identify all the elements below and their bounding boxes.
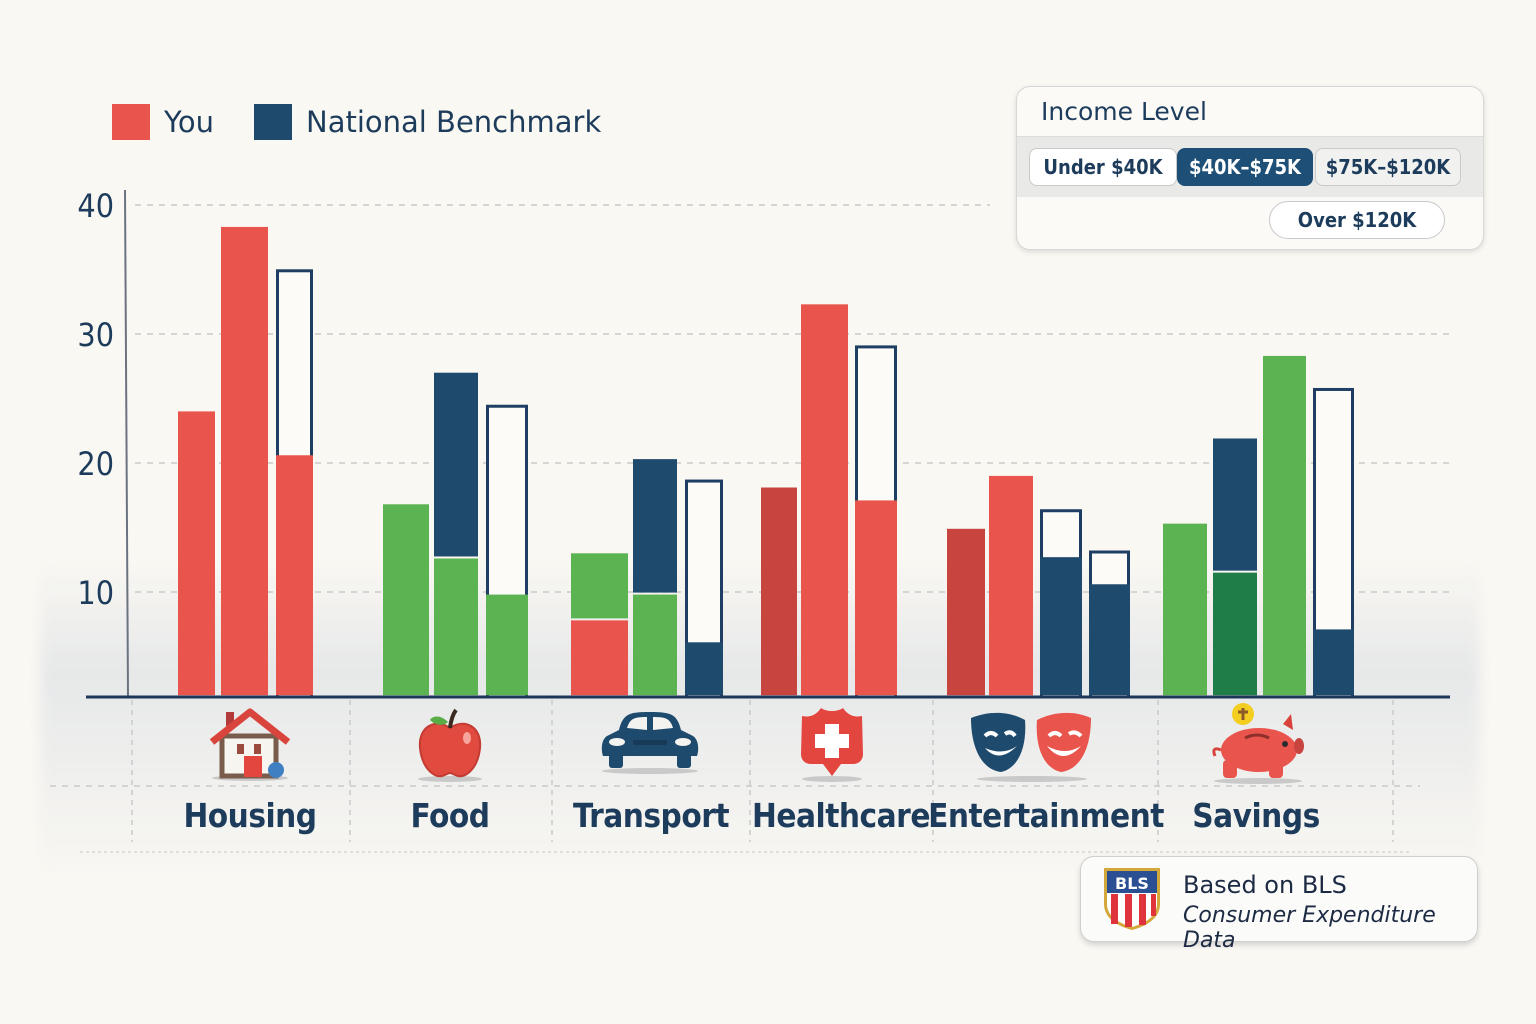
category-label-healthcare: Healthcare: [752, 796, 930, 835]
bar-segment-dark_red: [761, 487, 797, 696]
income-option-over-120k[interactable]: Over $120K: [1269, 201, 1445, 239]
bar-group-healthcare: [761, 304, 897, 699]
car-icon: [595, 706, 705, 778]
category-label-savings: Savings: [1192, 796, 1320, 835]
bar-segment-green: [571, 553, 628, 619]
bar-segment-dark_red: [947, 528, 985, 696]
income-option-under-40k[interactable]: Under $40K: [1029, 148, 1177, 186]
chart-legend: You National Benchmark: [112, 104, 641, 140]
bar-segment-red: [571, 620, 628, 696]
bar-segment-red: [276, 455, 313, 696]
source-line-1: Based on BLS: [1183, 871, 1347, 899]
bar-segment-green: [434, 558, 478, 696]
data-source-note: BLS Based on BLS Consumer Expenditure Da…: [1080, 856, 1478, 953]
legend-swatch-you: [112, 104, 150, 140]
legend-item-national-benchmark[interactable]: National Benchmark: [254, 104, 601, 140]
legend-swatch-national-benchmark: [254, 104, 292, 140]
house-icon: [204, 706, 296, 786]
bar-segment-green: [486, 594, 528, 696]
bar-group-food: [383, 372, 528, 699]
bar-segment-red: [178, 411, 215, 696]
y-tick-label-10: 10: [77, 574, 114, 612]
bar-segment-red: [801, 304, 848, 696]
bar-segment-red: [221, 226, 268, 696]
bar-segment-green: [383, 504, 429, 696]
bar-segment-red: [855, 500, 897, 696]
legend-label-national-benchmark: National Benchmark: [306, 105, 602, 139]
bar-group-housing: [178, 226, 313, 699]
piggy-bank-icon: [1203, 700, 1313, 788]
income-level-selector: Income Level Under $40K $40K–$75K $75K–$…: [1016, 86, 1484, 250]
theater-masks-icon: [967, 706, 1097, 786]
category-label-food: Food: [410, 796, 490, 835]
bar-group-savings: [1163, 355, 1354, 699]
bls-shield-icon: BLS: [1101, 866, 1163, 936]
y-axis-ticks: 10 20 30 40: [77, 187, 114, 612]
y-tick-label-20: 20: [77, 445, 114, 483]
bar-segment-navy: [1040, 557, 1082, 696]
bar-segment-dark_green: [1213, 572, 1257, 696]
y-tick-label-40: 40: [77, 187, 114, 225]
category-label-entertainment: Entertainment: [928, 796, 1164, 835]
income-option-75k-120k[interactable]: $75K–$120K: [1315, 148, 1461, 186]
income-option-40k-75k[interactable]: $40K–$75K: [1177, 148, 1313, 186]
bar-group-entertainment: [947, 475, 1130, 699]
bar-segment-navy: [633, 459, 677, 593]
bar-segment-green: [1163, 523, 1207, 696]
bar-segment-navy: [1313, 629, 1354, 696]
category-label-transport: Transport: [572, 796, 730, 835]
bars: [178, 226, 1354, 699]
medical-shield-icon: [797, 706, 867, 786]
bar-segment-navy: [1213, 438, 1257, 571]
category-grid: [50, 700, 1420, 853]
bls-badge-text: BLS: [1115, 874, 1149, 893]
bar-segment-green: [1263, 355, 1306, 696]
bar-segment-red: [989, 475, 1033, 696]
bar-group-transport: [571, 459, 723, 699]
apple-icon: [412, 706, 488, 786]
legend-item-you[interactable]: You: [112, 104, 214, 140]
category-label-housing: Housing: [183, 796, 317, 835]
y-axis-line: [124, 189, 129, 698]
legend-label-you: You: [164, 105, 214, 139]
y-tick-label-30: 30: [77, 316, 114, 354]
bar-segment-navy: [434, 372, 478, 557]
bar-segment-navy: [1089, 584, 1130, 696]
bar-segment-green: [633, 594, 677, 696]
income-level-title: Income Level: [1041, 97, 1207, 126]
bar-segment-navy: [685, 642, 723, 696]
source-line-2: Consumer Expenditure Data: [1183, 903, 1436, 953]
